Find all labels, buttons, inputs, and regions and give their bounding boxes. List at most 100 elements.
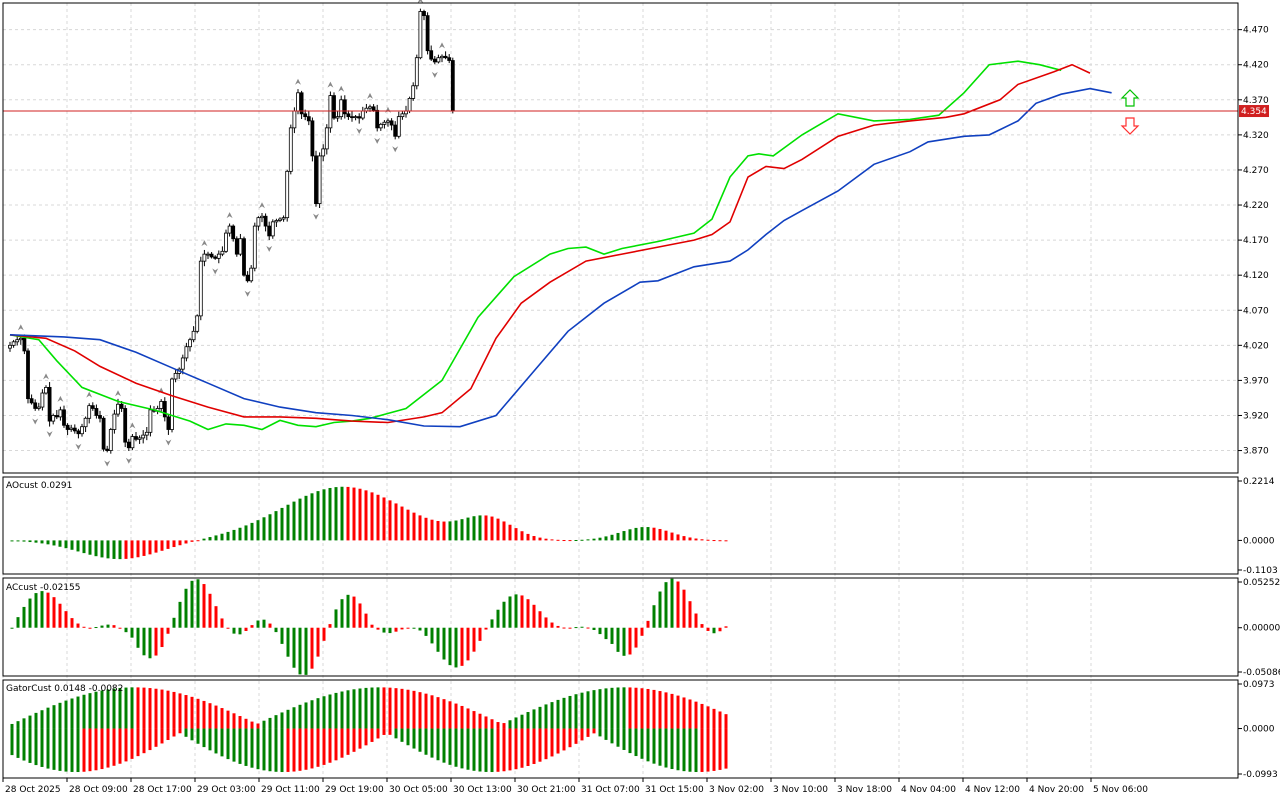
ind2-bar: [424, 627, 428, 636]
ind3-bar: [130, 728, 134, 759]
ind3-bar: [238, 728, 242, 764]
ind3-bar: [472, 728, 476, 771]
ind3-bar: [682, 697, 686, 729]
candle-body: [15, 339, 20, 343]
ind2-bar: [598, 627, 602, 635]
ind2-bar: [622, 627, 626, 656]
ind1-bar: [502, 521, 506, 541]
price-panel[interactable]: 4.354: [3, 0, 1269, 467]
ind1-bar: [580, 539, 584, 541]
candle-body: [51, 415, 56, 422]
ind3-bar: [94, 728, 98, 771]
ind2-bar: [604, 627, 608, 640]
ind3-bar: [574, 728, 578, 744]
ac-panel[interactable]: [10, 578, 728, 675]
candle-body: [105, 448, 110, 451]
ind2-bar: [58, 603, 62, 628]
ind3-bar: [322, 696, 326, 729]
ind3-bar: [400, 688, 404, 729]
ind3-bar: [274, 715, 278, 729]
ind2-bar: [250, 625, 254, 628]
candle-body: [407, 98, 412, 112]
ind3-bar: [676, 728, 680, 771]
ind3-bar: [124, 728, 128, 762]
ind1-bar: [406, 509, 410, 541]
candle-body: [144, 431, 149, 436]
ind2-bar: [568, 627, 572, 629]
ind3-bar: [184, 728, 188, 737]
ind3-bar: [418, 728, 422, 752]
ind2-bar: [436, 627, 440, 652]
gator-panel[interactable]: [10, 687, 728, 773]
x-tick-label: 3 Nov 02:00: [709, 785, 764, 795]
ind1-bar: [484, 515, 488, 541]
ind1-bar: [490, 516, 494, 541]
ind3-bar: [250, 721, 254, 729]
candle-body: [8, 344, 12, 349]
ind3-bar: [454, 728, 458, 767]
panel-frame-i1: [2, 476, 1239, 575]
ind3-bar: [334, 728, 338, 761]
candle-body: [299, 92, 304, 115]
fractal-up-marker: [367, 92, 373, 99]
ind3-bar: [286, 728, 290, 772]
candle-body: [238, 238, 243, 255]
ind2-tick-label: 0.00000: [1243, 624, 1280, 634]
ind1-bar: [154, 540, 158, 553]
ind1-bar: [376, 494, 380, 541]
ind3-bar: [574, 694, 578, 729]
x-tick-label: 3 Nov 18:00: [837, 785, 892, 795]
y-tick-label: 4.470: [1243, 26, 1269, 36]
ind2-bar: [358, 603, 362, 628]
ind2-bar: [688, 601, 692, 628]
ind3-bar: [478, 728, 482, 772]
candle-body: [443, 55, 448, 59]
candle-body: [191, 330, 196, 341]
ind3-bar: [412, 690, 416, 729]
ind1-bar: [190, 540, 194, 542]
ind1-bar: [586, 539, 590, 541]
sell-arrow-icon: [1120, 117, 1140, 135]
ind2-bar: [550, 622, 554, 628]
candle-body: [119, 403, 124, 409]
ind2-bar: [364, 613, 368, 628]
ind3-bar: [688, 699, 692, 729]
ind3-bar: [70, 698, 74, 729]
ind3-bar: [34, 712, 38, 729]
ind3-bar: [358, 728, 362, 749]
ind1-bar: [430, 519, 434, 541]
ind2-bar: [580, 626, 584, 628]
ind3-bar: [292, 707, 296, 729]
ao-panel[interactable]: [10, 486, 728, 560]
ind3-bar: [142, 728, 146, 754]
ind3-bar: [598, 689, 602, 729]
ind3-bar: [490, 728, 494, 773]
ind3-bar: [406, 689, 410, 729]
candle-body: [245, 274, 250, 282]
candle-body: [249, 267, 254, 282]
ind3-bar: [358, 688, 362, 729]
ind1-bar: [196, 540, 200, 542]
ind1-bar: [76, 540, 80, 552]
ind3-bar: [448, 728, 452, 765]
ind2-bar: [382, 627, 386, 633]
y-tick-label: 4.270: [1243, 166, 1269, 176]
candle-body: [159, 401, 164, 409]
candle-body: [148, 409, 153, 433]
ind1-bar: [472, 516, 476, 541]
ind3-bar: [424, 693, 428, 729]
ind1-bar: [442, 521, 446, 541]
candle-body: [94, 408, 99, 416]
ind2-bar: [28, 598, 32, 628]
candle-body: [69, 427, 74, 430]
ind3-bar: [478, 713, 482, 729]
ind3-bar: [508, 728, 512, 771]
candle-body: [170, 378, 174, 430]
candle-body: [123, 408, 128, 443]
panel-frame-price: [2, 2, 1239, 474]
ind3-bar: [622, 687, 626, 729]
ind3-bar: [700, 728, 704, 772]
ind3-bar: [568, 695, 572, 729]
